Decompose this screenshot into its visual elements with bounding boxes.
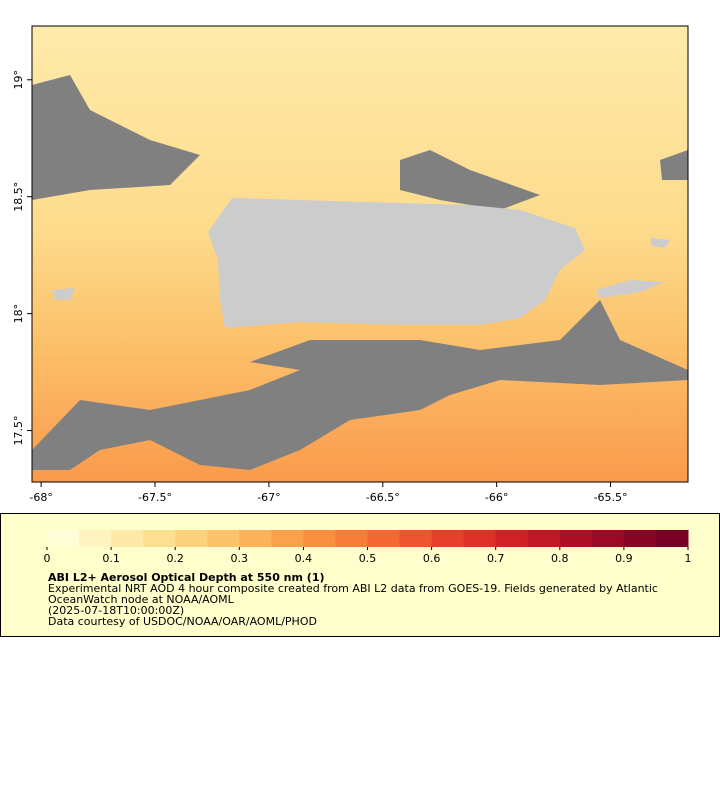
colorbar-tick-label: 0: [44, 552, 51, 565]
y-tick-label: 17.5°: [12, 416, 25, 446]
legend-line: (2025-07-18T10:00:00Z): [48, 604, 184, 617]
colorbar-tick-label: 0.4: [295, 552, 313, 565]
colorbar-cell: [591, 530, 625, 547]
x-tick-label: -66°: [485, 491, 508, 504]
colorbar-cell: [207, 530, 240, 547]
colorbar-cell: [367, 530, 401, 547]
colorbar-cell: [431, 530, 465, 547]
colorbar-cell: [655, 530, 689, 547]
colorbar-cell: [239, 530, 272, 547]
colorbar-cell: [79, 530, 112, 547]
colorbar-cell: [303, 530, 336, 547]
colorbar-cell: [623, 530, 657, 547]
y-tick-label: 18.5°: [12, 182, 25, 212]
no-data-region: [400, 150, 540, 210]
colorbar-tick-label: 0.9: [615, 552, 633, 565]
colorbar-tick-label: 0.3: [231, 552, 249, 565]
colorbar-cell: [399, 530, 433, 547]
colorbar-cell: [271, 530, 304, 547]
legend-line: Data courtesy of USDOC/NOAA/OAR/AOML/PHO…: [48, 615, 317, 628]
x-tick-label: -67°: [257, 491, 280, 504]
colorbar-tick-label: 0.1: [102, 552, 120, 565]
colorbar-cell: [527, 530, 561, 547]
map-frame: [31, 25, 689, 483]
no-data-region: [660, 150, 688, 180]
colorbar-tick-label: 0.2: [166, 552, 184, 565]
land: [596, 280, 665, 298]
y-tick-label: 19°: [12, 70, 25, 90]
x-tick-label: -66.5°: [366, 491, 400, 504]
map-area: [31, 25, 689, 483]
colorbar-tick-label: 0.8: [551, 552, 569, 565]
x-tick-label: -68°: [29, 491, 52, 504]
no-data-region: [32, 75, 200, 200]
land: [650, 238, 670, 248]
x-tick-label: -65.5°: [594, 491, 628, 504]
colorbar-tick-label: 0.6: [423, 552, 441, 565]
colorbar-cell: [111, 530, 144, 547]
land: [208, 198, 585, 328]
x-tick-label: -67.5°: [138, 491, 172, 504]
no-data-region: [32, 300, 688, 470]
colorbar-tick-label: 0.5: [359, 552, 377, 565]
colorbar-cell: [175, 530, 208, 547]
colorbar-tick-label: 0.7: [487, 552, 505, 565]
colorbar-cell: [143, 530, 176, 547]
land: [52, 288, 75, 300]
legend-title: ABI L2+ Aerosol Optical Depth at 550 nm …: [48, 571, 325, 584]
colorbar-cell: [559, 530, 593, 547]
colorbar-cell: [47, 530, 80, 547]
legend-line: OceanWatch node at NOAA/AOML: [48, 593, 235, 606]
colorbar-tick-label: 1: [685, 552, 692, 565]
colorbar-cell: [495, 530, 529, 547]
y-tick-label: 18°: [12, 304, 25, 324]
colorbar-cell: [463, 530, 497, 547]
colorbar-cell: [335, 530, 368, 547]
legend-line: Experimental NRT AOD 4 hour composite cr…: [48, 582, 658, 595]
